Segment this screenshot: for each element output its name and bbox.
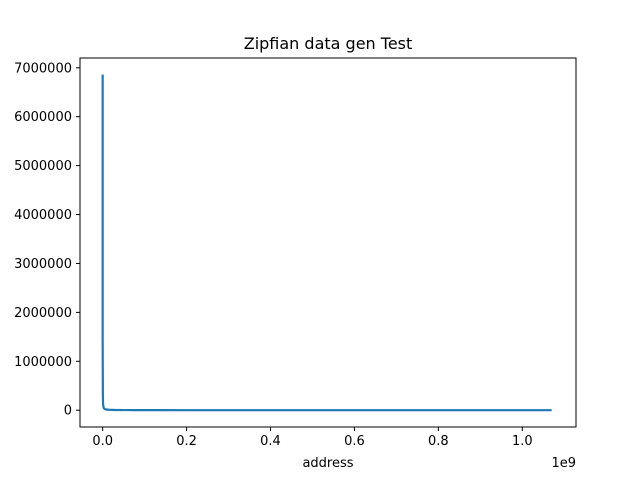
x-axis-offset-label: 1e9	[551, 456, 576, 471]
x-tick-label: 0.6	[344, 434, 365, 449]
y-tick-label: 2000000	[14, 306, 72, 321]
x-axis: 0.0 0.2 0.4 0.6 0.8 1.0	[92, 427, 533, 449]
x-axis-label: address	[302, 456, 353, 471]
plot-area	[101, 74, 552, 412]
axes-frame	[79, 57, 577, 428]
x-tick-label: 0.0	[92, 434, 113, 449]
chart-title: Zipfian data gen Test	[244, 34, 413, 53]
series-line	[101, 74, 552, 412]
x-tick-label: 0.8	[428, 434, 449, 449]
y-tick-label: 1000000	[14, 355, 72, 370]
y-tick-label: 0	[64, 404, 72, 419]
y-tick-label: 5000000	[14, 159, 72, 174]
y-tick-label: 6000000	[14, 110, 72, 125]
x-tick-label: 0.4	[260, 434, 281, 449]
y-tick-label: 4000000	[14, 208, 72, 223]
y-tick-label: 7000000	[14, 61, 72, 76]
y-axis: 0 1000000 2000000 3000000 4000000 5000000 6000…	[14, 61, 80, 419]
x-tick-label: 1.0	[512, 434, 533, 449]
y-tick-label: 3000000	[14, 257, 72, 272]
x-tick-label: 0.2	[176, 434, 197, 449]
